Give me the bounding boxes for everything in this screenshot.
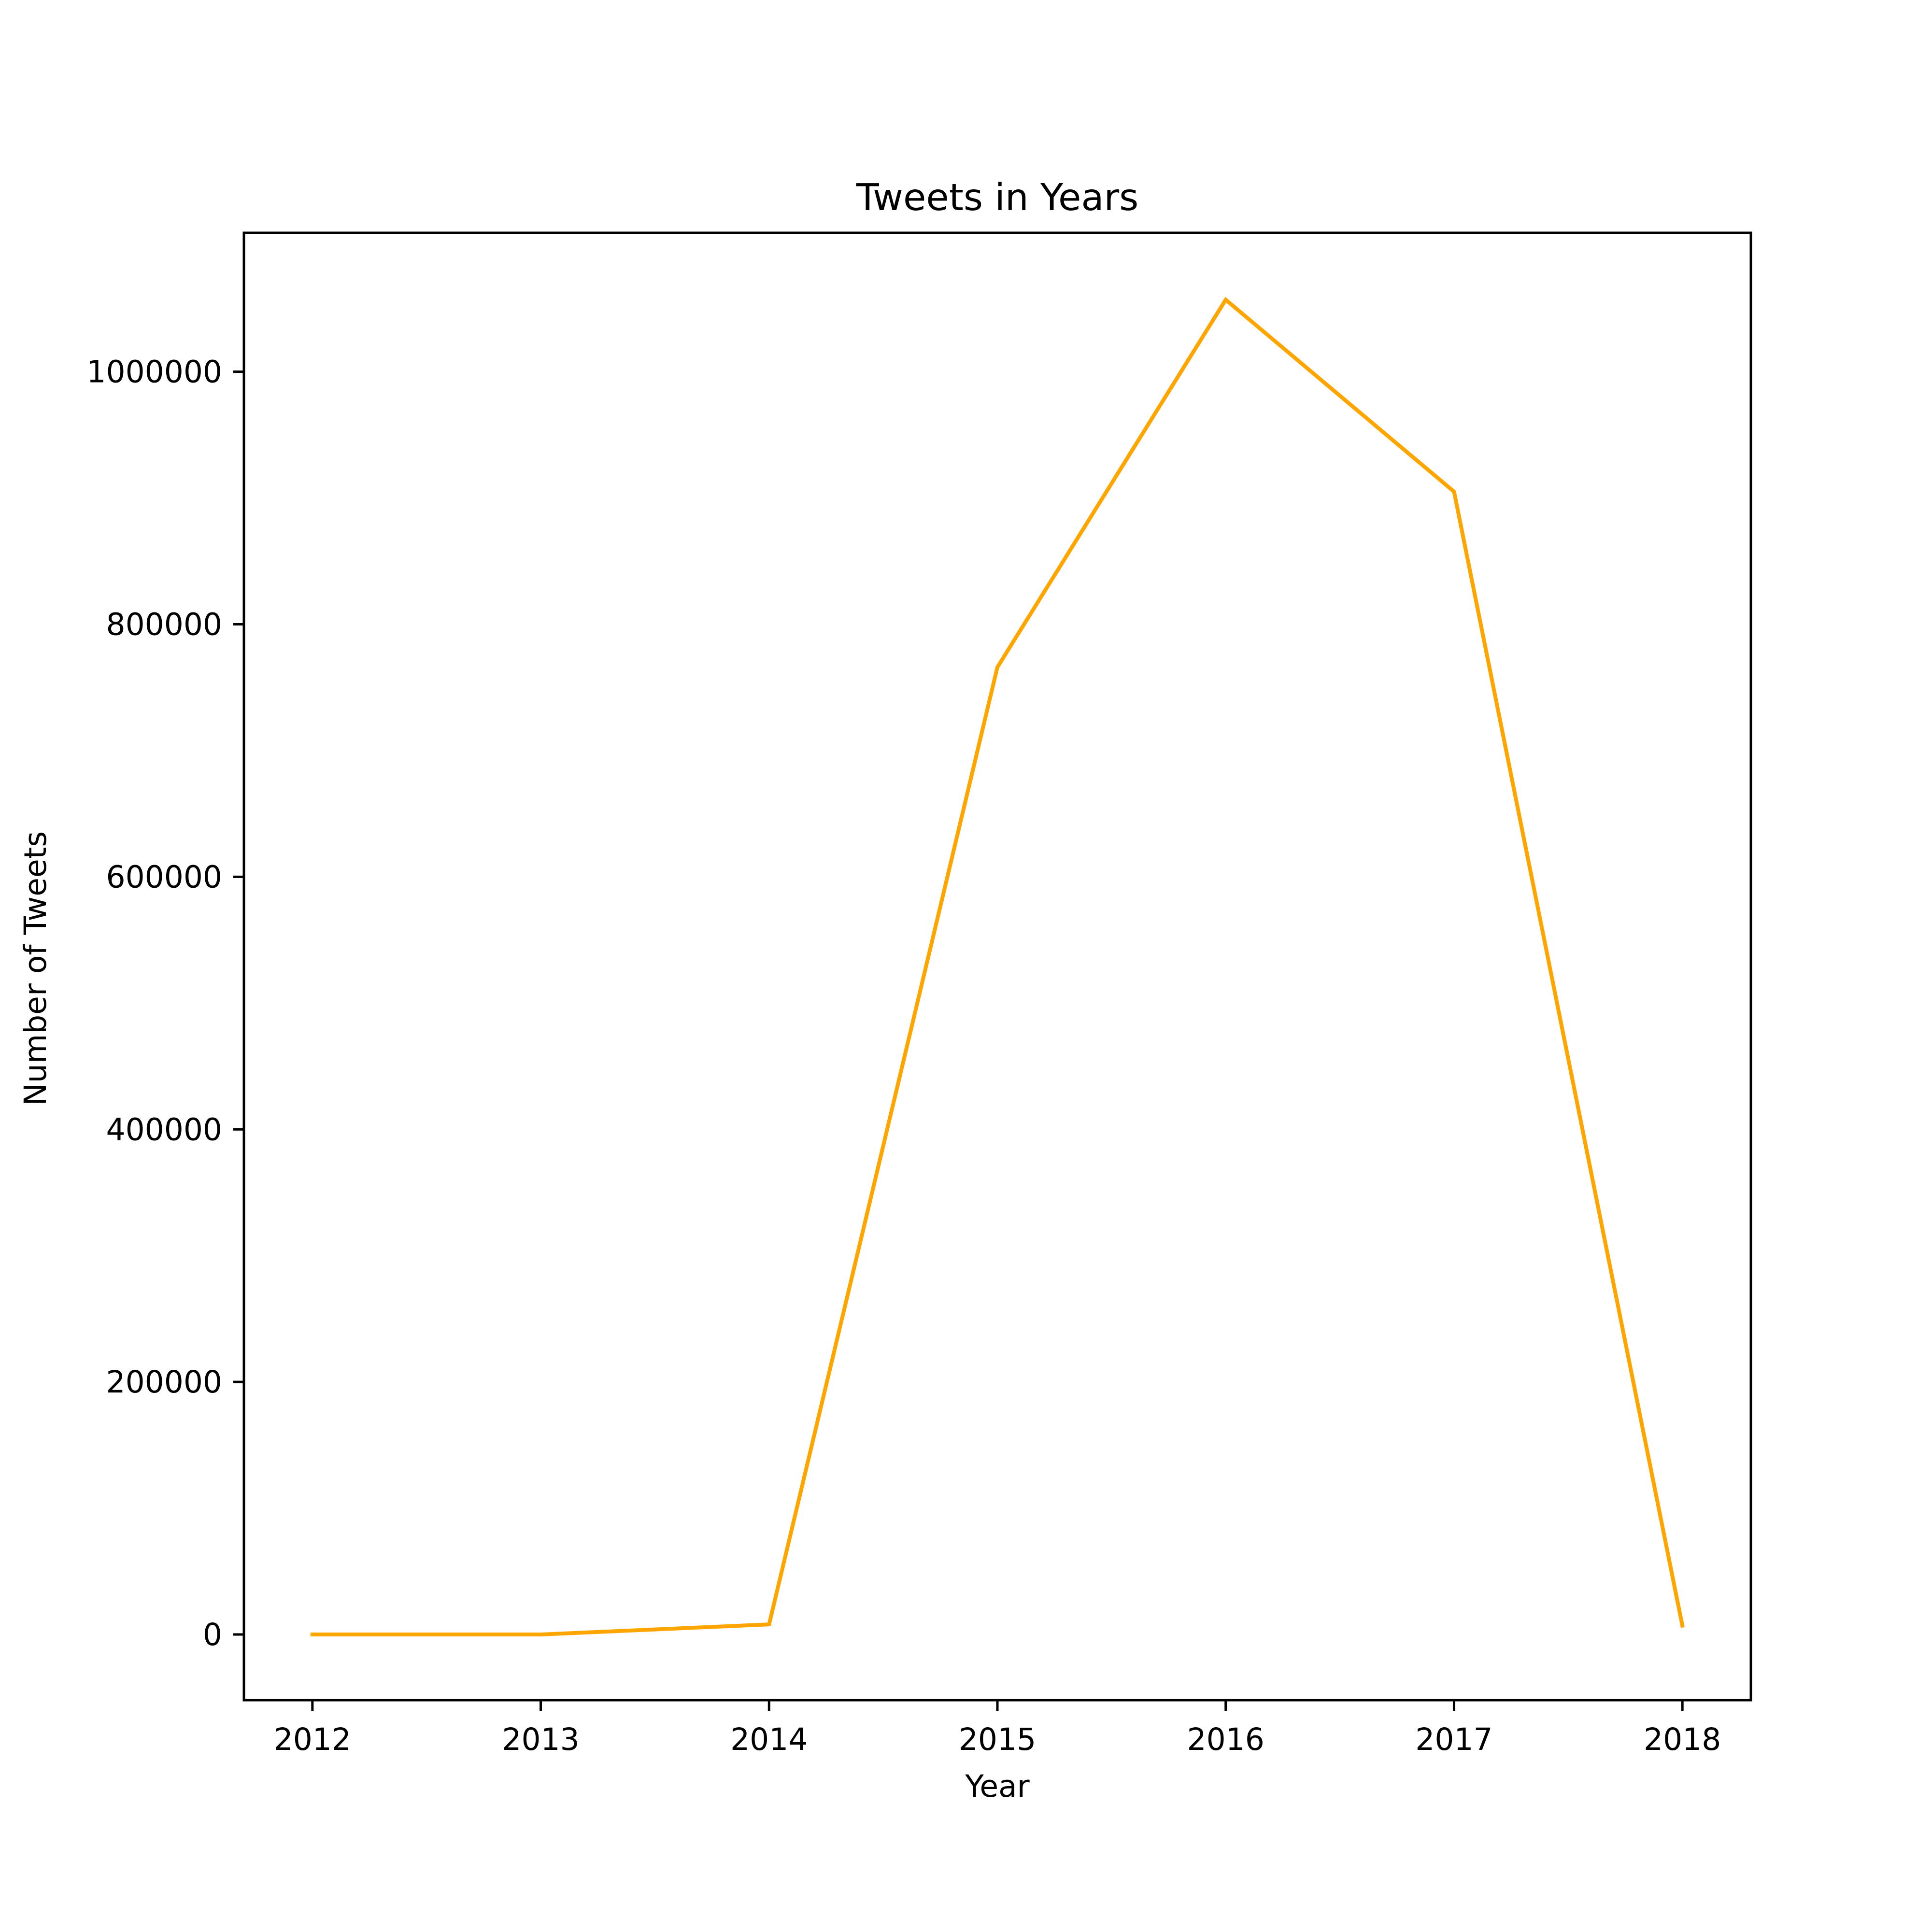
x-tick-label: 2018 [1644,1722,1721,1757]
plot-area [310,297,1685,1637]
x-tick-label: 2013 [502,1722,579,1757]
y-tick-label: 200000 [106,1364,223,1400]
x-tick-label: 2017 [1415,1722,1492,1757]
y-tick-label: 0 [203,1617,222,1652]
y-tick-label: 400000 [106,1112,223,1147]
y-axis-label: Number of Tweets [18,831,53,1106]
chart-title: Tweets in Years [856,176,1139,219]
x-tick-label: 2012 [274,1722,351,1757]
x-tick-label: 2014 [730,1722,808,1757]
x-tick-label: 2015 [959,1722,1036,1757]
x-axis-label: Year [965,1769,1029,1804]
x-tick-label: 2016 [1187,1722,1264,1757]
y-tick-label: 600000 [106,859,223,895]
y-tick-label: 1000000 [86,355,222,390]
y-axis: 0 200000 400000 600000 800000 1000000 [86,355,244,1652]
x-axis: 2012 2013 2014 2015 2016 2017 2018 [274,1700,1721,1757]
y-tick-label: 800000 [106,607,223,642]
